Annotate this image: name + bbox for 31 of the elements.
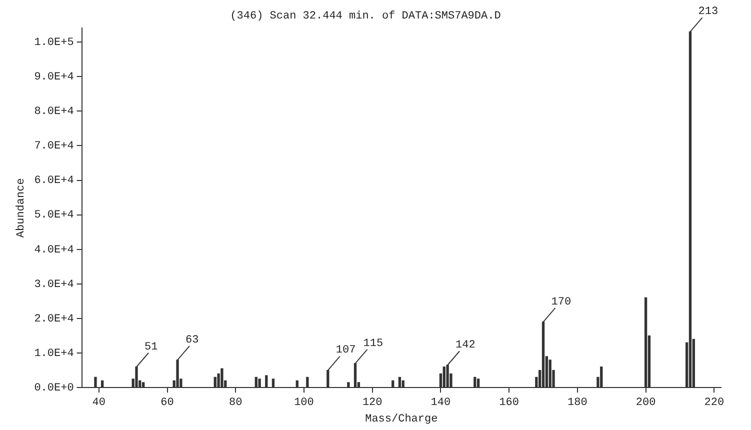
y-tick-label: 4.0E+4	[34, 244, 74, 256]
annotation: 107	[336, 344, 356, 357]
annotation: 213	[698, 6, 718, 18]
x-tick-label: 220	[704, 397, 724, 410]
x-tick-label: 100	[294, 397, 314, 410]
y-tick-label: 1.0E+5	[34, 36, 74, 49]
x-tick-label: 140	[430, 397, 451, 410]
annotation: 63	[186, 334, 199, 346]
x-axis-title: Mass/Charge	[365, 413, 438, 426]
y-tick-label: 6.0E+4	[34, 175, 74, 188]
y-tick-label: 2.0E+4	[34, 313, 74, 326]
x-tick-label: 120	[362, 397, 382, 410]
y-tick-label: 8.0E+4	[34, 106, 74, 118]
y-tick-label: 1.0E+4	[34, 348, 74, 360]
chart-title: (346) Scan 32.444 min. of DATA:SMS7A9DA.D	[230, 10, 502, 23]
x-tick-label: 60	[160, 397, 174, 410]
annotation: 142	[456, 340, 476, 352]
y-tick-label: 5.0E+4	[34, 210, 74, 222]
y-tick-label: 0.0E+0	[34, 382, 74, 395]
x-tick-label: 200	[636, 397, 656, 410]
y-tick-label: 9.0E+4	[34, 71, 74, 84]
y-tick-label: 3.0E+4	[34, 278, 74, 291]
annotation: 170	[551, 296, 572, 308]
y-axis-title: Abundance	[16, 178, 28, 238]
annotation: 51	[144, 341, 158, 354]
x-tick-label: 180	[568, 397, 588, 410]
x-tick-label: 160	[499, 397, 519, 410]
annotation: 115	[363, 338, 384, 350]
x-tick-label: 80	[229, 397, 242, 410]
y-tick-label: 7.0E+4	[34, 140, 74, 153]
x-tick-label: 40	[92, 397, 106, 410]
